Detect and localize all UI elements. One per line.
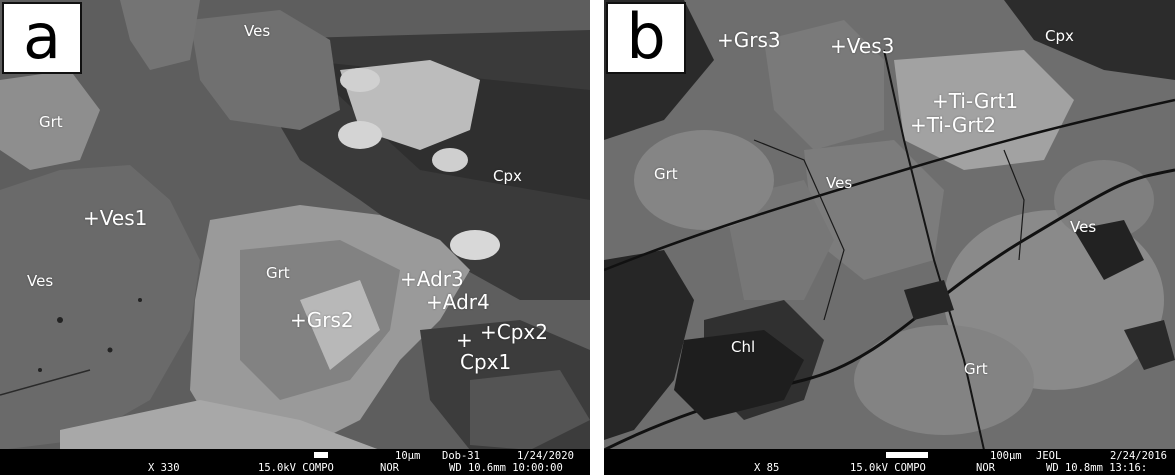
label-ves1: +Ves1 (83, 206, 148, 230)
label-ves-top: Ves (244, 22, 271, 40)
wd-time-a: WD 10.6mm 10:00:00 (449, 462, 563, 474)
label-cpx1: Cpx1 (460, 350, 512, 374)
label-adr3: +Adr3 (400, 267, 464, 291)
scale-text-a: 10µm (395, 450, 421, 462)
kv-mode-a: 15.0kV COMPO (258, 462, 334, 474)
jeol-b: JEOL (1036, 450, 1062, 462)
panel-letter-a: a (2, 2, 82, 74)
wd-time-b: WD 10.8mm 13:16: (1046, 462, 1148, 474)
label-cpx: Cpx (493, 167, 522, 185)
kv-mode-b: 15.0kV COMPO (850, 462, 926, 474)
label-chl: Chl (731, 338, 756, 356)
date-a: 1/24/2020 (517, 450, 574, 462)
label-ves-right-b: Ves (1070, 218, 1097, 236)
scale-text-b: 100µm (990, 450, 1022, 462)
label-grt-center: Grt (266, 264, 290, 282)
nor-a: NOR (380, 462, 399, 474)
label-grt-bottom-b: Grt (964, 360, 988, 378)
sem-micrograph-a (0, 0, 590, 475)
label-grs2: +Grs2 (290, 308, 354, 332)
scale-bar-b (886, 452, 928, 458)
magnification-b: X 85 (754, 462, 780, 474)
label-ves-left: Ves (27, 272, 54, 290)
label-ves-center-b: Ves (826, 174, 853, 192)
date-b: 2/24/2016 (1110, 450, 1167, 462)
sem-micrograph-b (604, 0, 1175, 475)
sem-image-panel-a: a Ves Grt Cpx +Ves1 Ves Grt +Adr3 +Adr4 … (0, 0, 590, 475)
sem-databar-b: 100µm JEOL 2/24/2016 X 85 15.0kV COMPO N… (604, 449, 1175, 475)
magnification-a: X 330 (148, 462, 180, 474)
label-cpx-b: Cpx (1045, 27, 1074, 45)
label-grt-left: Grt (39, 113, 63, 131)
label-cpx1-marker: + (456, 328, 473, 352)
label-grt-left-b: Grt (654, 165, 678, 183)
label-grs3: +Grs3 (717, 28, 781, 52)
label-ti-grt1: +Ti-Grt1 (932, 89, 1019, 113)
label-adr4: +Adr4 (426, 290, 490, 314)
sem-image-panel-b: b +Grs3 +Ves3 Cpx +Ti-Grt1 +Ti-Grt2 Grt … (604, 0, 1175, 475)
panel-letter-b: b (606, 2, 686, 74)
sample-id-a: Dob-31 (442, 450, 480, 462)
sem-databar-a: 10µm Dob-31 1/24/2020 X 330 15.0kV COMPO… (0, 449, 590, 475)
scale-bar-a (314, 452, 328, 458)
nor-b: NOR (976, 462, 995, 474)
label-ti-grt2: +Ti-Grt2 (910, 113, 997, 137)
label-ves3: +Ves3 (830, 34, 895, 58)
label-cpx2: +Cpx2 (480, 320, 548, 344)
